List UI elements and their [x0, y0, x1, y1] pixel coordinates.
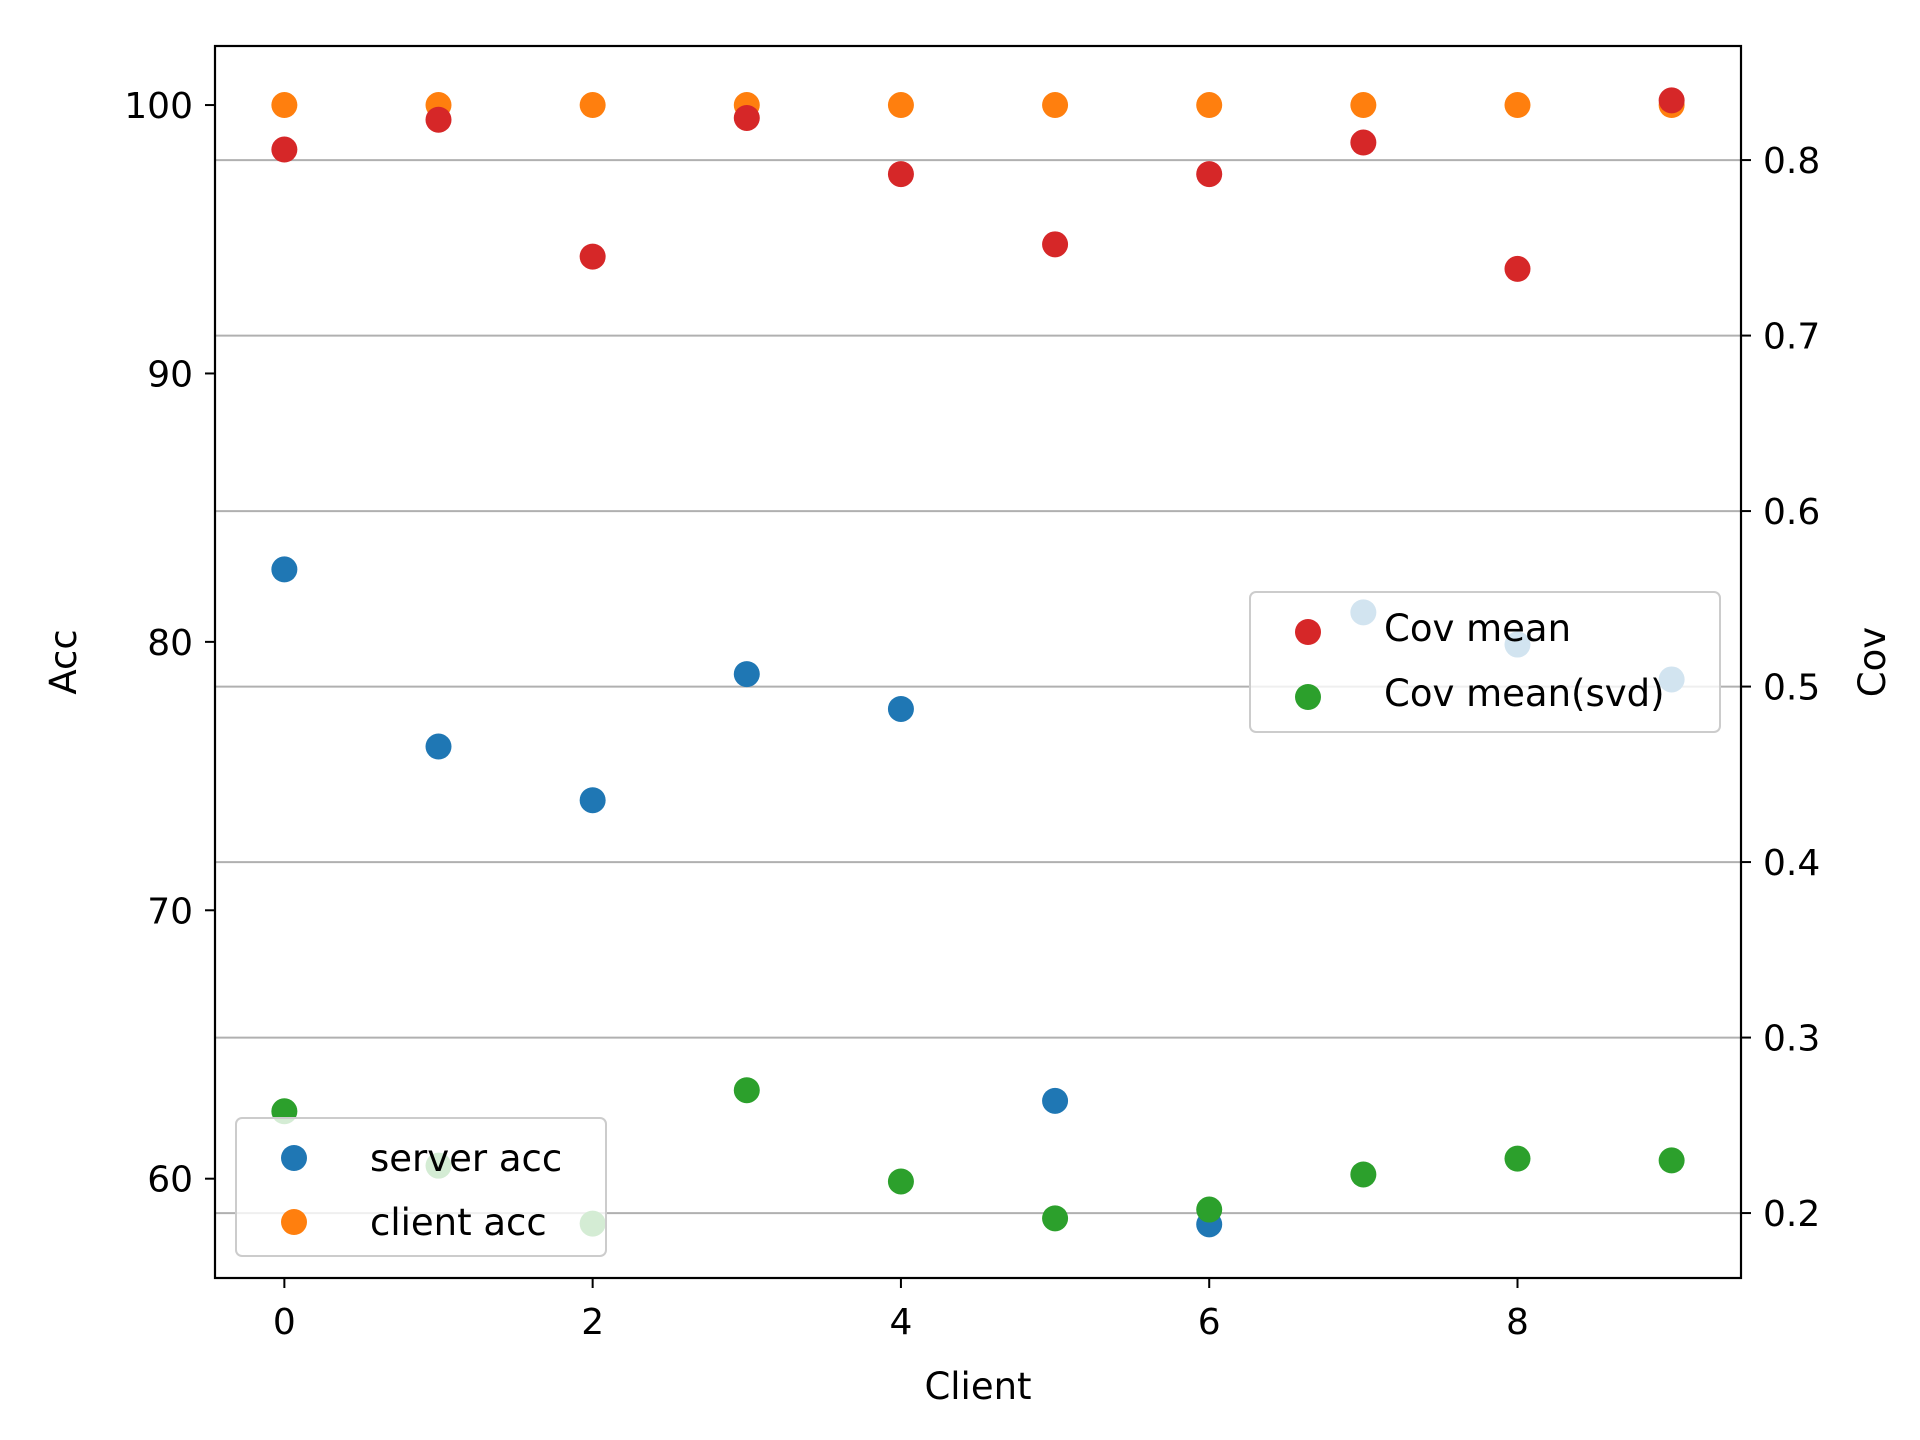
point-cov-mean [271, 136, 298, 163]
point-client-acc [1504, 92, 1531, 119]
point-server-acc [887, 695, 914, 722]
point-cov-mean [1658, 87, 1685, 114]
point-client-acc [1042, 92, 1069, 119]
legend-acc-box [235, 1117, 607, 1257]
legend-label-cov-mean-svd: Cov mean(svd) [1384, 672, 1665, 715]
x-tick-label: 8 [1506, 1302, 1529, 1343]
point-cov-mean-svd [1196, 1196, 1223, 1223]
right-tick-label: 0.5 [1763, 668, 1820, 709]
legend-label-server-acc: server acc [370, 1137, 562, 1180]
x-axis-ticks: 0 2 4 6 8 [273, 1278, 1529, 1343]
point-server-acc [579, 787, 606, 814]
x-tick-label: 4 [889, 1302, 912, 1343]
point-cov-mean [1350, 129, 1377, 156]
point-client-acc [887, 92, 914, 119]
legend-marker-server-acc [281, 1145, 307, 1171]
right-tick-label: 0.2 [1763, 1194, 1820, 1235]
left-tick-label: 90 [147, 354, 193, 395]
x-axis-label: Client [924, 1365, 1031, 1408]
left-tick-label: 60 [147, 1160, 193, 1201]
left-tick-label: 80 [147, 623, 193, 664]
point-cov-mean-svd [733, 1077, 760, 1104]
point-server-acc [271, 556, 298, 583]
left-axis-ticks: 60 70 80 90 100 [124, 86, 215, 1201]
point-server-acc [1042, 1087, 1069, 1114]
right-axis-label: Cov [1851, 627, 1894, 697]
point-cov-mean [733, 104, 760, 131]
right-tick-label: 0.7 [1763, 317, 1820, 358]
point-client-acc [271, 92, 298, 119]
point-cov-mean [1504, 255, 1531, 282]
right-tick-label: 0.8 [1763, 141, 1820, 182]
left-tick-label: 70 [147, 891, 193, 932]
legend-label-cov-mean: Cov mean [1384, 607, 1571, 650]
right-tick-label: 0.4 [1763, 843, 1820, 884]
point-server-acc [425, 733, 452, 760]
point-client-acc [579, 92, 606, 119]
right-axis-series [271, 87, 1685, 1237]
point-client-acc [1350, 92, 1377, 119]
x-tick-label: 0 [273, 1302, 296, 1343]
point-cov-mean [887, 161, 914, 188]
left-tick-label: 100 [124, 86, 193, 127]
legend-marker-client-acc [281, 1209, 307, 1235]
legend-cov-box [1249, 591, 1721, 733]
legend-marker-cov-mean-svd [1295, 684, 1321, 710]
legend-acc: server acc client acc [235, 1117, 607, 1257]
legend-cov: Cov mean Cov mean(svd) [1249, 591, 1721, 733]
point-cov-mean-svd [1350, 1161, 1377, 1188]
point-client-acc [1196, 92, 1223, 119]
point-cov-mean-svd [1042, 1205, 1069, 1232]
point-cov-mean [425, 106, 452, 133]
right-axis-ticks: 0.2 0.3 0.4 0.5 0.6 0.7 0.8 [1741, 141, 1820, 1235]
x-tick-label: 6 [1198, 1302, 1221, 1343]
point-cov-mean-svd [887, 1168, 914, 1195]
point-cov-mean-svd [1504, 1145, 1531, 1172]
right-tick-label: 0.6 [1763, 492, 1820, 533]
point-cov-mean-svd [1658, 1147, 1685, 1174]
x-tick-label: 2 [581, 1302, 604, 1343]
point-cov-mean [1042, 231, 1069, 258]
point-cov-mean [1196, 161, 1223, 188]
left-axis-label: Acc [42, 629, 85, 694]
legend-label-client-acc: client acc [370, 1201, 547, 1244]
right-tick-label: 0.3 [1763, 1019, 1820, 1060]
point-cov-mean [579, 243, 606, 270]
legend-marker-cov-mean [1295, 619, 1321, 645]
point-server-acc [733, 661, 760, 688]
plot-frame [213, 44, 1743, 1280]
